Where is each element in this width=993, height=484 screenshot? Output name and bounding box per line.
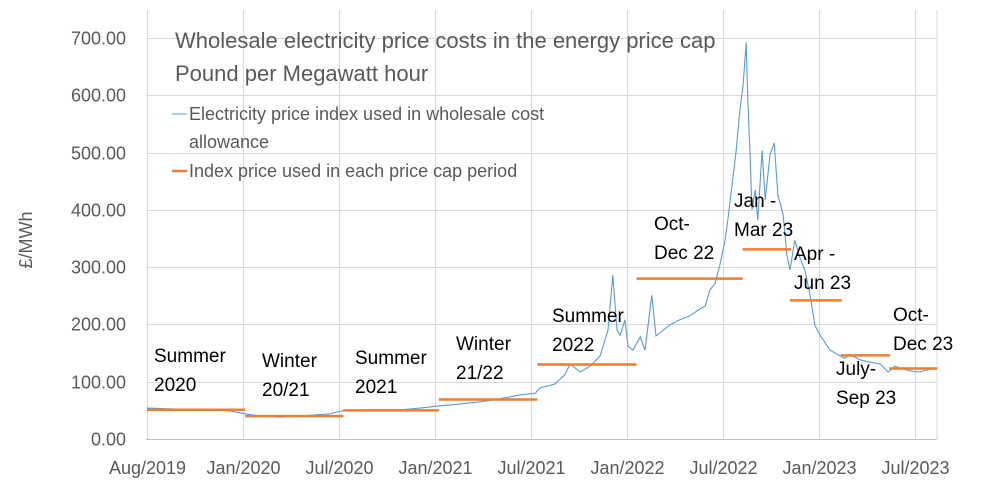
- gridlines: [146, 10, 938, 440]
- cap-period-label-line: Dec 23: [893, 334, 953, 355]
- x-tick-label: Jan/2022: [590, 458, 664, 478]
- cap-period-label: Summer 2021: [355, 348, 427, 398]
- y-axis-ticks: 0.00 100.00 200.00 300.00 400.00 500.00 600.00…: [71, 29, 126, 450]
- x-tick-label: Aug/2019: [109, 458, 186, 478]
- cap-period-label-line: 2020: [154, 375, 196, 396]
- cap-period-label-line: Oct-: [654, 214, 690, 235]
- cap-period-label: Apr - Jun 23: [794, 244, 851, 294]
- cap-period-label-line: Oct-: [893, 305, 929, 326]
- y-tick-label: 700.00: [71, 29, 126, 49]
- cap-period-label-line: 2021: [355, 377, 397, 398]
- x-tick-label: Jan/2020: [206, 458, 280, 478]
- cap-period-label: Winter 21/22: [456, 334, 512, 384]
- x-tick-label: Jan/2023: [782, 458, 856, 478]
- cap-period-label-line: Jan -: [734, 191, 776, 212]
- cap-period-label-line: 2022: [552, 335, 594, 356]
- y-tick-label: 0.00: [91, 430, 126, 450]
- x-tick-label: Jan/2021: [398, 458, 472, 478]
- cap-period-segments: [147, 248, 938, 418]
- cap-period-annotations: Summer 2020 Winter 20/21 Summer 2021 Winter 21/…: [154, 191, 953, 409]
- legend: Electricity price index used in wholesal…: [172, 104, 544, 181]
- cap-period-label: July- Sep 23: [836, 359, 896, 409]
- cap-period-label-line: Summer: [355, 348, 427, 369]
- cap-period-label-line: Sep 23: [836, 388, 896, 409]
- x-axis-ticks: Aug/2019 Jan/2020 Jul/2020 Jan/2021 Jul/2021…: [109, 458, 950, 478]
- legend-label-price-index: Electricity price index used in wholesal…: [189, 104, 544, 124]
- cap-period-label: Oct- Dec 22: [654, 214, 714, 264]
- cap-period-label-line: Dec 22: [654, 243, 714, 264]
- x-tick-label: Jul/2022: [689, 458, 757, 478]
- cap-period-label: Oct- Dec 23: [893, 305, 953, 355]
- cap-period-label-line: 21/22: [456, 363, 504, 384]
- y-axis-title: £/MWh: [16, 211, 36, 268]
- cap-period-label: Summer 2022: [552, 306, 624, 356]
- y-tick-label: 200.00: [71, 315, 126, 335]
- x-tick-label: Jul/2023: [881, 458, 949, 478]
- cap-period-label-line: Jun 23: [794, 273, 851, 294]
- y-tick-label: 300.00: [71, 258, 126, 278]
- cap-period-label-line: Winter: [262, 351, 318, 372]
- cap-period-label: Summer 2020: [154, 346, 226, 396]
- cap-period-label-line: Winter: [456, 334, 512, 355]
- legend-label-price-index-cont: allowance: [189, 132, 269, 152]
- chart-title: Wholesale electricity price costs in the…: [175, 28, 715, 53]
- x-tick-label: Jul/2021: [497, 458, 565, 478]
- y-tick-label: 600.00: [71, 86, 126, 106]
- y-tick-label: 100.00: [71, 373, 126, 393]
- y-tick-label: 500.00: [71, 144, 126, 164]
- cap-period-label: Jan - Mar 23: [734, 191, 793, 241]
- cap-period-label-line: Apr -: [794, 244, 835, 265]
- cap-period-label-line: Summer: [552, 306, 624, 327]
- cap-period-label-line: Mar 23: [734, 220, 793, 241]
- cap-period-label-line: 20/21: [262, 380, 310, 401]
- series-line-price-index: [146, 42, 938, 418]
- cap-period-label-line: July-: [836, 359, 876, 380]
- chart-subtitle: Pound per Megawatt hour: [175, 61, 428, 86]
- legend-label-cap-price: Index price used in each price cap perio…: [189, 161, 517, 181]
- y-tick-label: 400.00: [71, 201, 126, 221]
- cap-period-label-line: Summer: [154, 346, 226, 367]
- cap-period-label: Winter 20/21: [262, 351, 318, 401]
- x-tick-label: Jul/2020: [305, 458, 373, 478]
